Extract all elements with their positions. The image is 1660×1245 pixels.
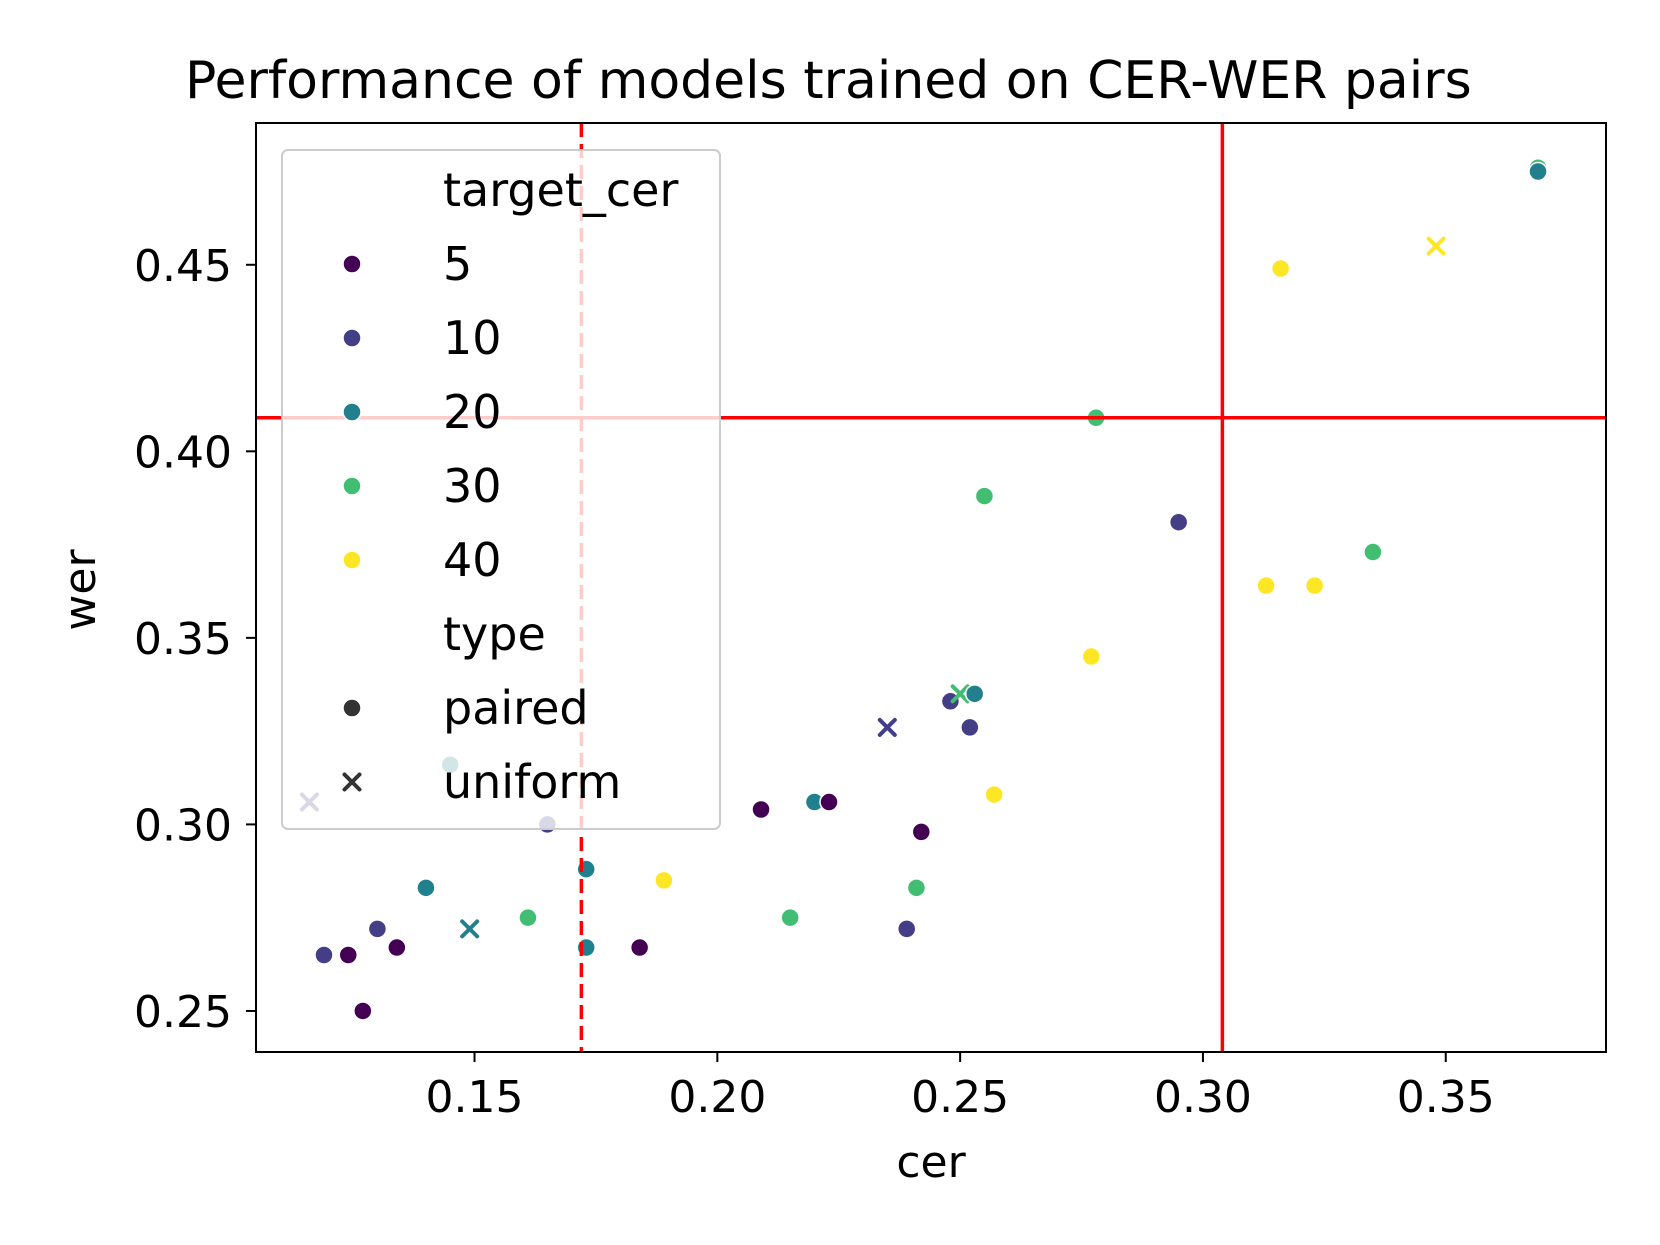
data-point-paired bbox=[960, 717, 980, 738]
legend-marker-target-cer bbox=[342, 254, 362, 274]
y-axis-title: wer bbox=[55, 549, 106, 631]
data-point-paired bbox=[1256, 575, 1276, 596]
legend-title-type: type bbox=[443, 607, 546, 661]
data-point-paired bbox=[416, 878, 436, 898]
x-tick-label: 0.30 bbox=[1154, 1072, 1252, 1123]
x-tick-label: 0.15 bbox=[426, 1072, 524, 1123]
data-point-paired bbox=[984, 784, 1004, 805]
data-point-paired bbox=[518, 907, 538, 928]
data-point-paired bbox=[338, 945, 359, 965]
data-point-paired bbox=[911, 822, 932, 842]
y-tick-label: 0.25 bbox=[134, 987, 232, 1038]
legend: target_cer 5 10 20 30 40 type paired uniform bbox=[281, 149, 721, 830]
data-point-paired bbox=[1363, 542, 1383, 562]
plot-area bbox=[255, 122, 1607, 1053]
legend-marker-uniform bbox=[342, 772, 362, 792]
data-point-paired bbox=[896, 919, 917, 939]
data-point-uniform bbox=[1426, 236, 1446, 256]
data-point-paired bbox=[974, 486, 995, 506]
legend-marker-target-cer bbox=[342, 402, 362, 422]
legend-label-target-cer: 30 bbox=[443, 459, 502, 513]
x-tick-label: 0.25 bbox=[911, 1072, 1009, 1123]
x-tick-label: 0.35 bbox=[1397, 1072, 1495, 1123]
y-tick-label: 0.30 bbox=[134, 800, 232, 851]
y-tick-label: 0.35 bbox=[134, 614, 232, 665]
data-point-uniform-stroke bbox=[1426, 236, 1446, 256]
data-point-paired bbox=[780, 907, 800, 928]
legend-title-target-cer: target_cer bbox=[443, 163, 678, 217]
data-point-paired bbox=[964, 684, 985, 704]
x-axis: 0.15 0.20 0.25 0.30 0.35 bbox=[426, 1052, 1495, 1123]
legend-label-target-cer: 40 bbox=[443, 533, 502, 587]
data-point-uniform bbox=[460, 919, 480, 939]
legend-marker-paired bbox=[342, 698, 362, 718]
legend-label-target-cer: 20 bbox=[443, 385, 502, 439]
data-point-paired bbox=[1168, 512, 1189, 532]
plot-frame bbox=[255, 122, 1607, 1053]
data-point-uniform bbox=[877, 717, 897, 737]
data-point-paired bbox=[367, 919, 388, 939]
data-point-paired bbox=[314, 945, 334, 965]
data-point-uniform bbox=[950, 684, 970, 704]
data-point-paired bbox=[819, 792, 839, 812]
legend-marker-target-cer bbox=[342, 476, 362, 496]
data-point-paired bbox=[353, 1001, 373, 1021]
y-axis: 0.25 0.30 0.35 0.40 0.45 bbox=[134, 241, 256, 1038]
data-point-paired bbox=[387, 937, 407, 958]
data-point-paired bbox=[1081, 646, 1102, 667]
legend-marker-target-cer bbox=[342, 550, 362, 570]
data-point-paired bbox=[1270, 258, 1291, 279]
x-tick-label: 0.20 bbox=[668, 1072, 766, 1123]
legend-items: target_cer 5 10 20 30 40 type paired uniform bbox=[342, 163, 678, 809]
data-point-uniform-stroke bbox=[950, 684, 970, 704]
x-axis-title: cer bbox=[896, 1137, 966, 1188]
y-tick-label: 0.45 bbox=[134, 241, 232, 292]
legend-marker-uniform-stroke bbox=[342, 772, 362, 792]
data-point-paired bbox=[906, 878, 927, 898]
legend-box bbox=[281, 149, 721, 830]
legend-marker-target-cer bbox=[342, 328, 362, 348]
data-point-paired bbox=[629, 937, 650, 958]
data-point-paired bbox=[751, 799, 771, 820]
chart-title: Performance of models trained on CER-WER… bbox=[185, 51, 1472, 111]
data-point-paired bbox=[654, 870, 674, 891]
data-point-uniform-stroke bbox=[460, 919, 480, 939]
legend-label-uniform: uniform bbox=[443, 755, 621, 809]
points-layer bbox=[299, 158, 1548, 1021]
legend-label-paired: paired bbox=[443, 681, 589, 735]
y-tick-label: 0.40 bbox=[134, 427, 232, 478]
legend-label-target-cer: 10 bbox=[443, 311, 502, 365]
legend-label-target-cer: 5 bbox=[443, 237, 472, 291]
data-point-paired bbox=[1304, 575, 1325, 596]
data-point-paired bbox=[1528, 161, 1548, 182]
data-point-uniform-stroke bbox=[877, 717, 897, 737]
